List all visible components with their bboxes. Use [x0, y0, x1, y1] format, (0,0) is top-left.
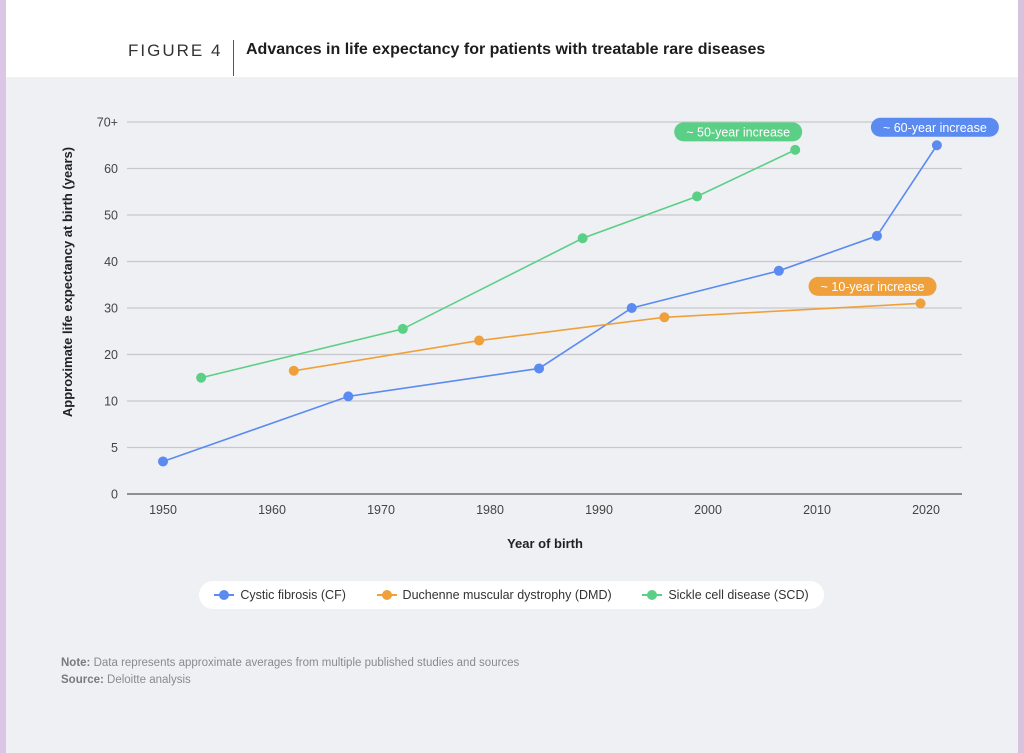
chart-legend: Cystic fibrosis (CF) Duchenne muscular d…	[199, 581, 824, 609]
x-tick-label: 2020	[912, 503, 940, 517]
data-point-scd	[790, 144, 801, 155]
data-point-dmd	[915, 298, 926, 309]
y-tick-label: 30	[104, 302, 118, 316]
data-point-dmd	[288, 365, 299, 376]
figure-header	[6, 0, 1018, 77]
legend-item-cf: Cystic fibrosis (CF)	[214, 588, 346, 602]
data-point-cf	[158, 456, 168, 467]
data-point-scd	[196, 372, 207, 383]
legend-item-scd: Sickle cell disease (SCD)	[642, 588, 809, 602]
legend-label-scd: Sickle cell disease (SCD)	[668, 588, 809, 602]
annotation-cf: ~ 60-year increase	[870, 117, 999, 137]
legend-label-cf: Cystic fibrosis (CF)	[240, 588, 346, 602]
data-point-scd	[397, 323, 408, 334]
y-tick-label: 0	[111, 488, 118, 502]
data-point-cf	[931, 140, 942, 151]
data-point-cf	[343, 391, 354, 402]
y-axis-ticks: 0 5 10 20 30 40 50 60 70+	[97, 116, 118, 502]
y-tick-label: 20	[104, 348, 118, 362]
note-line: Note: Data represents approximate averag…	[61, 655, 519, 672]
note-label: Note:	[61, 657, 91, 669]
legend-marker-cf-icon	[214, 590, 235, 600]
x-tick-label: 2000	[694, 503, 722, 517]
annotation-pill	[674, 122, 803, 142]
source-label: Source:	[61, 674, 104, 686]
legend-label-dmd: Duchenne muscular dystrophy (DMD)	[402, 588, 612, 602]
x-axis-title: Year of birth	[507, 536, 583, 551]
x-tick-label: 1970	[367, 503, 395, 517]
annotation-dmd: ~ 10-year increase	[808, 276, 937, 296]
x-tick-label: 1990	[585, 503, 613, 517]
data-point-dmd	[659, 312, 670, 323]
data-point-cf	[534, 363, 545, 374]
x-tick-label: 1950	[149, 503, 177, 517]
legend-item-dmd: Duchenne muscular dystrophy (DMD)	[376, 588, 612, 602]
data-point-scd	[577, 233, 588, 244]
data-point-scd	[692, 191, 703, 202]
chart-title: Advances in life expectancy for patients…	[246, 41, 766, 58]
y-tick-label: 70+	[97, 116, 118, 130]
figure-label: FIGURE 4	[128, 41, 223, 60]
gridlines	[127, 121, 962, 495]
data-point-cf	[871, 230, 882, 241]
x-tick-label: 1960	[258, 503, 286, 517]
chart-notes: Note: Data represents approximate averag…	[61, 655, 519, 689]
y-tick-label: 60	[104, 162, 118, 176]
right-edge-strip	[1018, 0, 1024, 753]
note-text: Data represents approximate averages fro…	[90, 657, 520, 669]
annotation-text: ~ 10-year increase	[821, 280, 925, 294]
data-point-cf	[626, 303, 637, 313]
annotation-pill	[870, 117, 999, 137]
x-axis-ticks: 1950 1960 1970 1980 1990 2000 2010 2020	[149, 503, 940, 517]
header-divider	[233, 40, 234, 76]
source-line: Source: Deloitte analysis	[61, 672, 519, 689]
annotation-pill	[808, 276, 937, 296]
data-point-dmd	[474, 335, 485, 346]
annotation-text: ~ 50-year increase	[686, 125, 790, 139]
y-tick-label: 50	[104, 209, 118, 223]
left-edge-strip	[0, 0, 6, 753]
legend-marker-scd-icon	[642, 590, 663, 600]
series-line-scd	[200, 149, 796, 379]
series-line-dmd	[293, 302, 921, 372]
x-tick-label: 2010	[803, 503, 831, 517]
annotation-scd: ~ 50-year increase	[674, 122, 803, 142]
annotation-text: ~ 60-year increase	[883, 121, 987, 135]
data-point-cf	[773, 265, 784, 276]
series-lines	[158, 140, 942, 467]
y-tick-label: 40	[104, 255, 118, 269]
y-tick-label: 5	[111, 441, 118, 455]
annotations: ~ 60-year increase ~ 10-year increase ~ 50…	[674, 117, 999, 296]
source-text: Deloitte analysis	[103, 674, 191, 686]
series-line-cf	[162, 144, 938, 463]
legend-marker-dmd-icon	[376, 590, 397, 600]
y-axis-title: Approximate life expectancy at birth (ye…	[60, 147, 75, 417]
y-tick-label: 10	[104, 395, 118, 409]
x-tick-label: 1980	[476, 503, 504, 517]
